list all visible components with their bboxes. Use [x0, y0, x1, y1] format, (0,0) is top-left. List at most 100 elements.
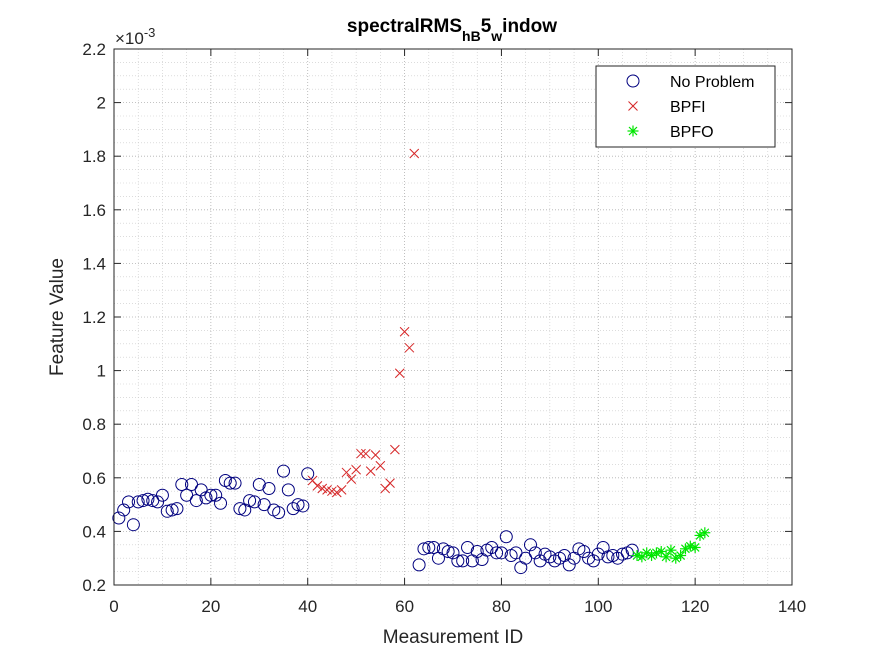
data-point-no-problem	[456, 554, 470, 568]
legend-label-bpfi: BPFI	[670, 99, 706, 116]
series-bpfi	[307, 148, 420, 498]
y-tick-label: 1.8	[82, 147, 106, 166]
data-point-no-problem	[441, 545, 455, 558]
data-point-no-problem	[509, 546, 523, 560]
data-point-no-problem	[189, 494, 203, 508]
data-point-no-problem	[417, 542, 431, 556]
data-point-no-problem	[528, 546, 542, 560]
chart-title: spectralRMShB5window	[347, 16, 557, 44]
data-point-bpfi	[394, 368, 405, 379]
data-point-bpfi	[356, 448, 366, 459]
legend-marker-bpfi	[628, 101, 638, 111]
data-point-no-problem	[233, 502, 247, 516]
data-point-bpfi	[312, 480, 323, 491]
data-point-no-problem	[562, 558, 576, 572]
data-point-bpfi	[336, 485, 347, 495]
y-tick-label: 0.8	[82, 415, 106, 434]
data-point-no-problem	[214, 496, 228, 510]
data-point-no-problem	[519, 551, 533, 565]
data-point-no-problem	[160, 504, 174, 518]
data-point-no-problem	[184, 478, 198, 491]
data-point-no-problem	[257, 498, 271, 512]
data-point-no-problem	[170, 502, 184, 516]
legend-symbol-bpfi	[628, 101, 638, 111]
data-point-bpfi	[375, 460, 386, 471]
data-point-bpfo	[650, 547, 662, 559]
data-point-no-problem	[616, 547, 629, 561]
data-point-no-problem	[117, 503, 131, 517]
data-point-no-problem	[291, 498, 305, 512]
data-point-bpfi	[370, 450, 381, 460]
data-point-no-problem	[112, 511, 126, 525]
x-tick-label: 20	[201, 597, 220, 616]
data-point-no-problem	[591, 547, 605, 561]
y-tick-label: 0.6	[82, 469, 106, 488]
data-point-no-problem	[422, 540, 436, 554]
data-point-no-problem	[286, 502, 300, 516]
data-point-no-problem	[412, 558, 426, 572]
data-point-no-problem	[175, 478, 189, 491]
data-point-no-problem	[427, 540, 441, 554]
legend-symbol-no-problem	[626, 74, 640, 88]
data-point-no-problem	[490, 546, 504, 560]
y-axis-label: Feature Value	[47, 258, 68, 376]
data-point-bpfo	[689, 541, 701, 553]
data-point-no-problem	[141, 492, 155, 506]
data-point-bpfi	[365, 466, 376, 476]
y-tick-label: 1.4	[82, 254, 106, 273]
series-bpfo	[631, 527, 711, 564]
x-tick-label: 140	[778, 597, 806, 616]
x-tick-label: 40	[298, 597, 317, 616]
legend: No Problem BPFI BPFO	[595, 65, 776, 148]
data-point-no-problem	[243, 494, 257, 508]
x-axis-label: Measurement ID	[383, 627, 523, 648]
data-point-no-problem	[122, 495, 136, 509]
axis-ticks	[113, 48, 793, 586]
data-point-no-problem	[277, 464, 290, 478]
data-point-no-problem	[461, 540, 475, 554]
data-point-no-problem	[301, 467, 315, 481]
data-point-no-problem	[272, 506, 286, 520]
data-point-bpfo	[660, 551, 672, 563]
data-point-bpfi	[409, 148, 420, 159]
data-point-no-problem	[180, 488, 194, 502]
data-point-bpfi	[341, 467, 352, 478]
y-tick-label: 1.2	[82, 308, 106, 327]
data-point-no-problem	[252, 478, 266, 491]
data-point-no-problem	[451, 554, 465, 568]
y-tick-labels: 0.2 0.4 0.6 0.8 1 1.2 1.4 1.6 1.8 2 2.2	[82, 40, 106, 595]
data-point-no-problem	[194, 483, 208, 497]
legend-box	[595, 65, 776, 148]
data-point-no-problem	[281, 483, 295, 497]
data-point-bpfi	[351, 464, 361, 475]
data-point-no-problem	[470, 545, 484, 558]
data-point-bpfi	[331, 487, 342, 498]
data-point-no-problem	[262, 482, 276, 496]
data-point-no-problem	[296, 499, 310, 513]
data-point-no-problem	[165, 503, 179, 517]
data-point-bpfi	[390, 444, 400, 455]
major-grid	[114, 49, 792, 585]
data-point-no-problem	[209, 488, 223, 502]
series-no-problem	[112, 464, 639, 575]
data-point-no-problem	[625, 543, 639, 557]
y-tick-label: 1	[97, 362, 106, 381]
data-point-bpfi	[385, 478, 395, 489]
y-tick-label: 1.6	[82, 201, 106, 220]
y-exponent-label: ×10-3	[115, 25, 155, 48]
data-point-no-problem	[494, 546, 508, 560]
data-point-no-problem	[533, 554, 547, 568]
data-point-no-problem	[543, 550, 557, 564]
legend-marker-no-problem	[626, 74, 640, 88]
data-point-bpfo	[699, 527, 711, 539]
data-point-bpfo	[694, 529, 706, 541]
data-point-no-problem	[223, 476, 237, 490]
data-point-no-problem	[577, 545, 591, 558]
legend-label-no-problem: No Problem	[670, 74, 754, 91]
data-point-no-problem	[485, 540, 499, 554]
legend-symbol-bpfo	[627, 125, 639, 137]
data-point-no-problem	[611, 551, 625, 565]
data-point-no-problem	[586, 554, 600, 568]
data-point-bpfi	[404, 342, 415, 353]
